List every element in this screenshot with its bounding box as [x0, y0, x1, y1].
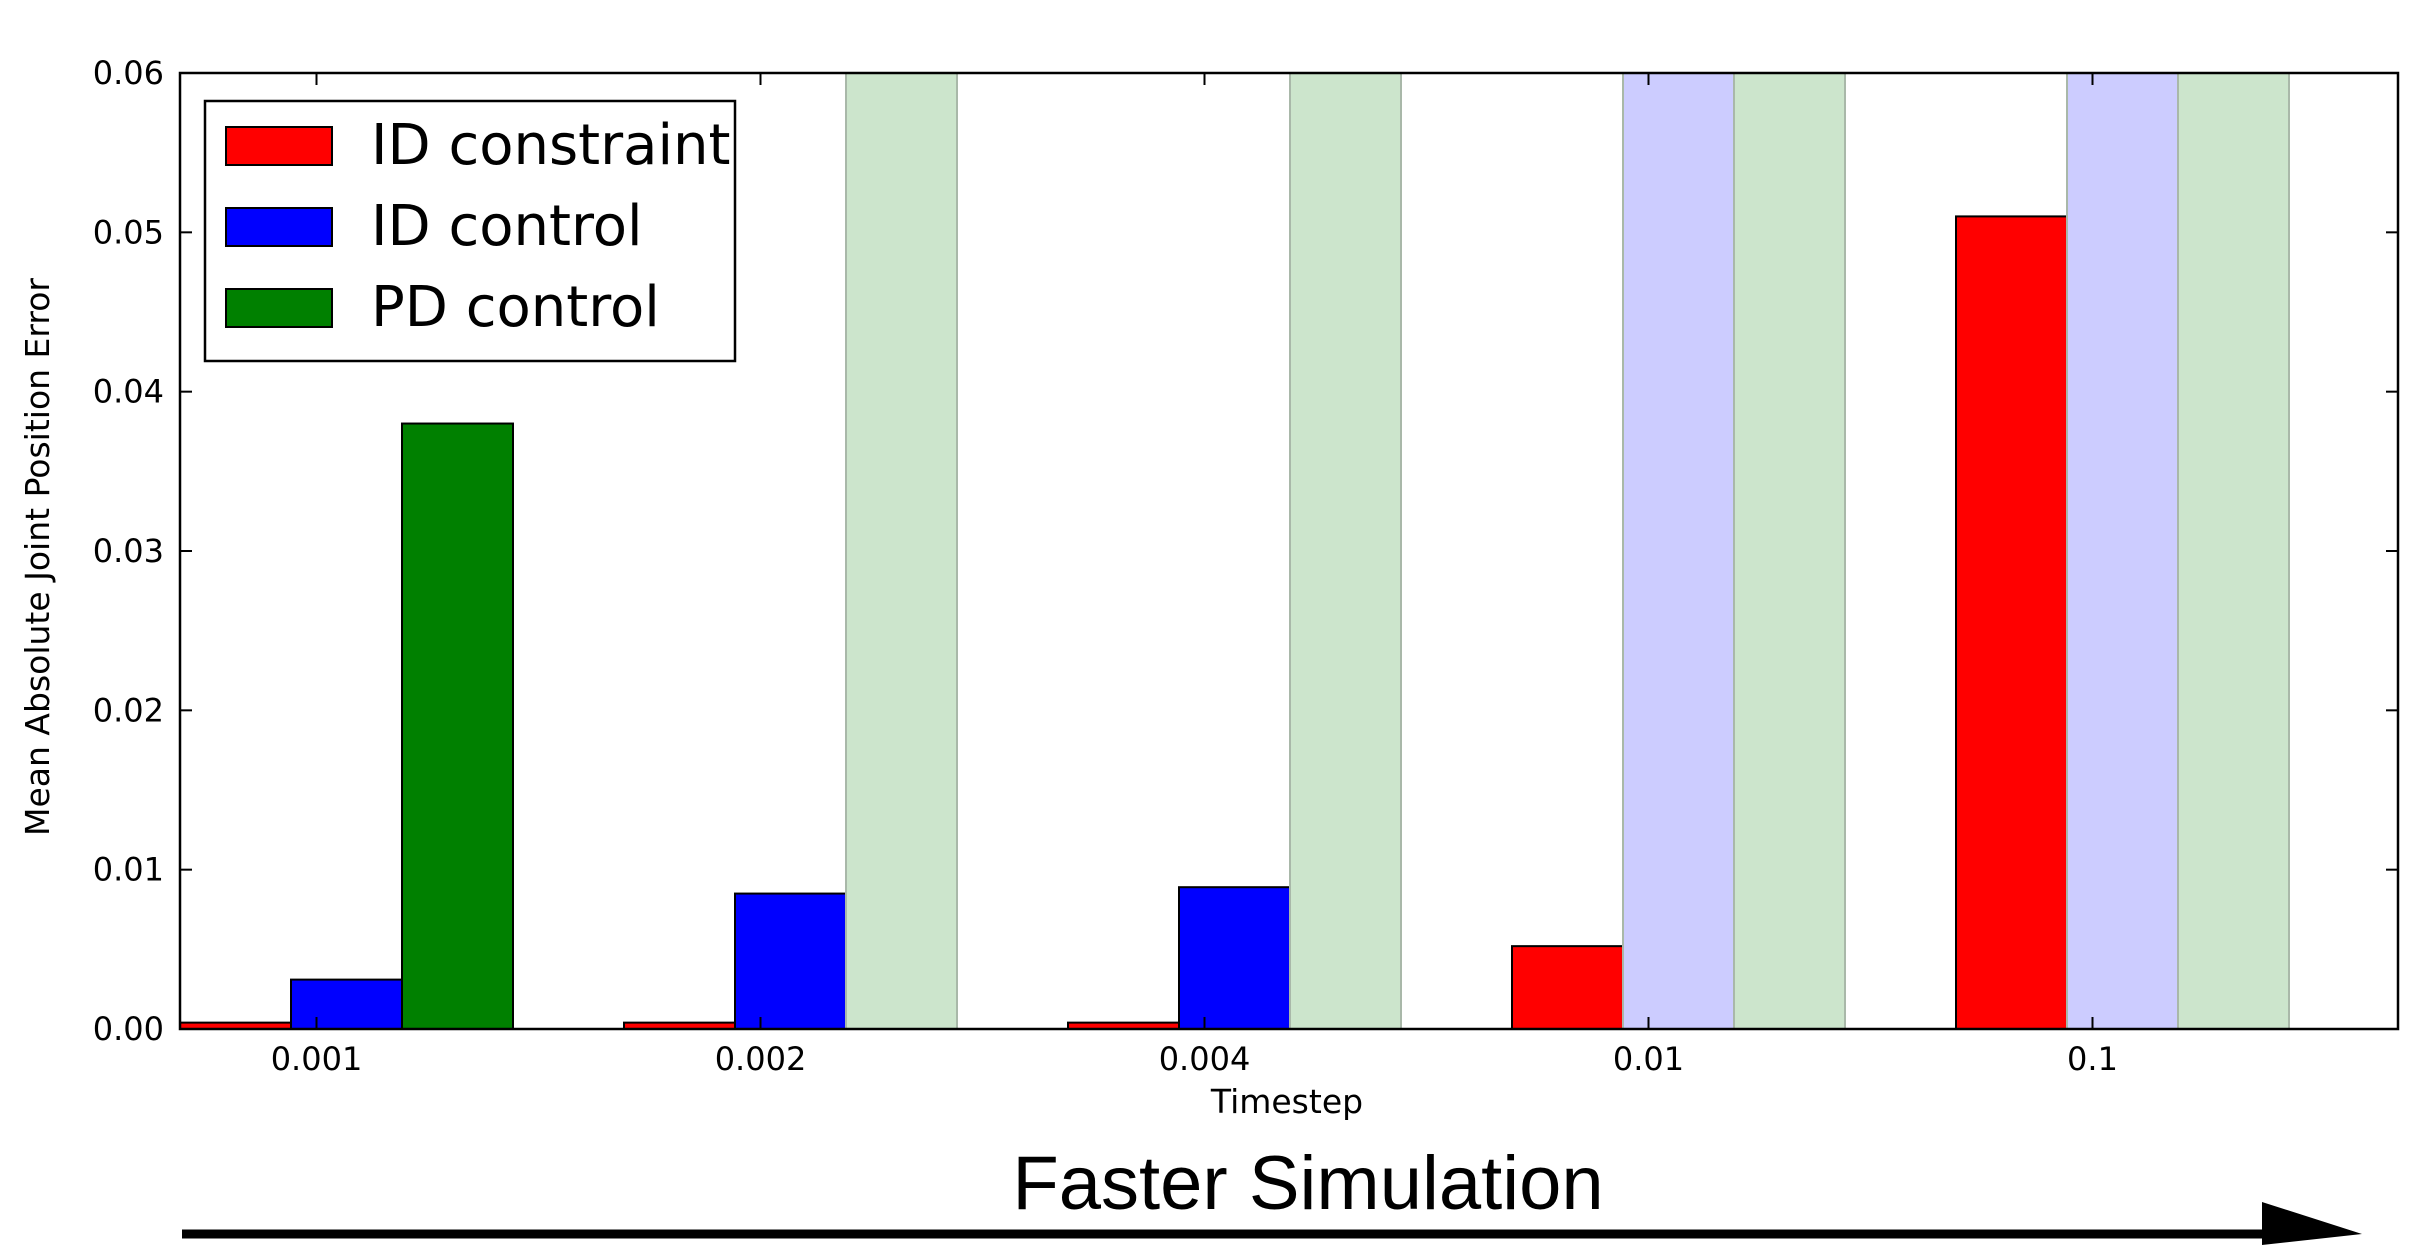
x-tick-label: 0.004: [1159, 1040, 1251, 1078]
bar-id-control-failed: [1622, 72, 1735, 1030]
right-arrow-icon: [182, 1202, 2362, 1245]
x-tick-label: 0.01: [1613, 1040, 1684, 1078]
legend-label-pd-control: PD control: [371, 275, 660, 340]
bar-id-control: [1178, 886, 1291, 1031]
x-tick-label: 0.1: [2067, 1040, 2118, 1078]
bars-layer: [179, 72, 2290, 1031]
y-tick-label: 0.04: [93, 373, 164, 411]
legend: ID constraint ID control PD control: [203, 99, 737, 363]
legend-swatch-id-constraint: [225, 126, 333, 166]
y-tick-label: 0.03: [93, 532, 164, 570]
bar-pd-control-failed: [845, 72, 958, 1030]
bar-id-constraint: [1955, 215, 2068, 1030]
bar-pd-control-failed: [1733, 72, 1846, 1030]
bar-id-control: [734, 892, 847, 1030]
legend-label-id-constraint: ID constraint: [371, 113, 730, 178]
bar-id-control: [290, 978, 403, 1031]
ticks: 0.00 0.01 0.02 0.03 0.04 0.05 0.06 0.001 0.002 0.…: [93, 54, 2398, 1078]
legend-label-id-control: ID control: [371, 194, 643, 259]
x-tick-label: 0.002: [715, 1040, 807, 1078]
caption-faster-simulation: Faster Simulation: [1012, 1141, 1603, 1226]
legend-swatch-id-control: [225, 207, 333, 247]
bar-id-control-failed: [2066, 72, 2179, 1030]
x-axis-label: Timestep: [1210, 1082, 1363, 1121]
bar-id-constraint: [1511, 945, 1624, 1030]
y-tick-label: 0.05: [93, 213, 164, 251]
x-tick-label: 0.001: [271, 1040, 363, 1078]
y-axis-label: Mean Absolute Joint Position Error: [18, 278, 57, 836]
legend-swatch-pd-control: [225, 288, 333, 328]
y-tick-label: 0.02: [93, 691, 164, 729]
y-tick-label: 0.06: [93, 54, 164, 92]
bar-pd-control-failed: [2177, 72, 2290, 1030]
bar-pd-control-failed: [1289, 72, 1402, 1030]
y-tick-label: 0.01: [93, 851, 164, 889]
y-tick-label: 0.00: [93, 1010, 164, 1048]
bar-pd-control: [401, 422, 514, 1030]
